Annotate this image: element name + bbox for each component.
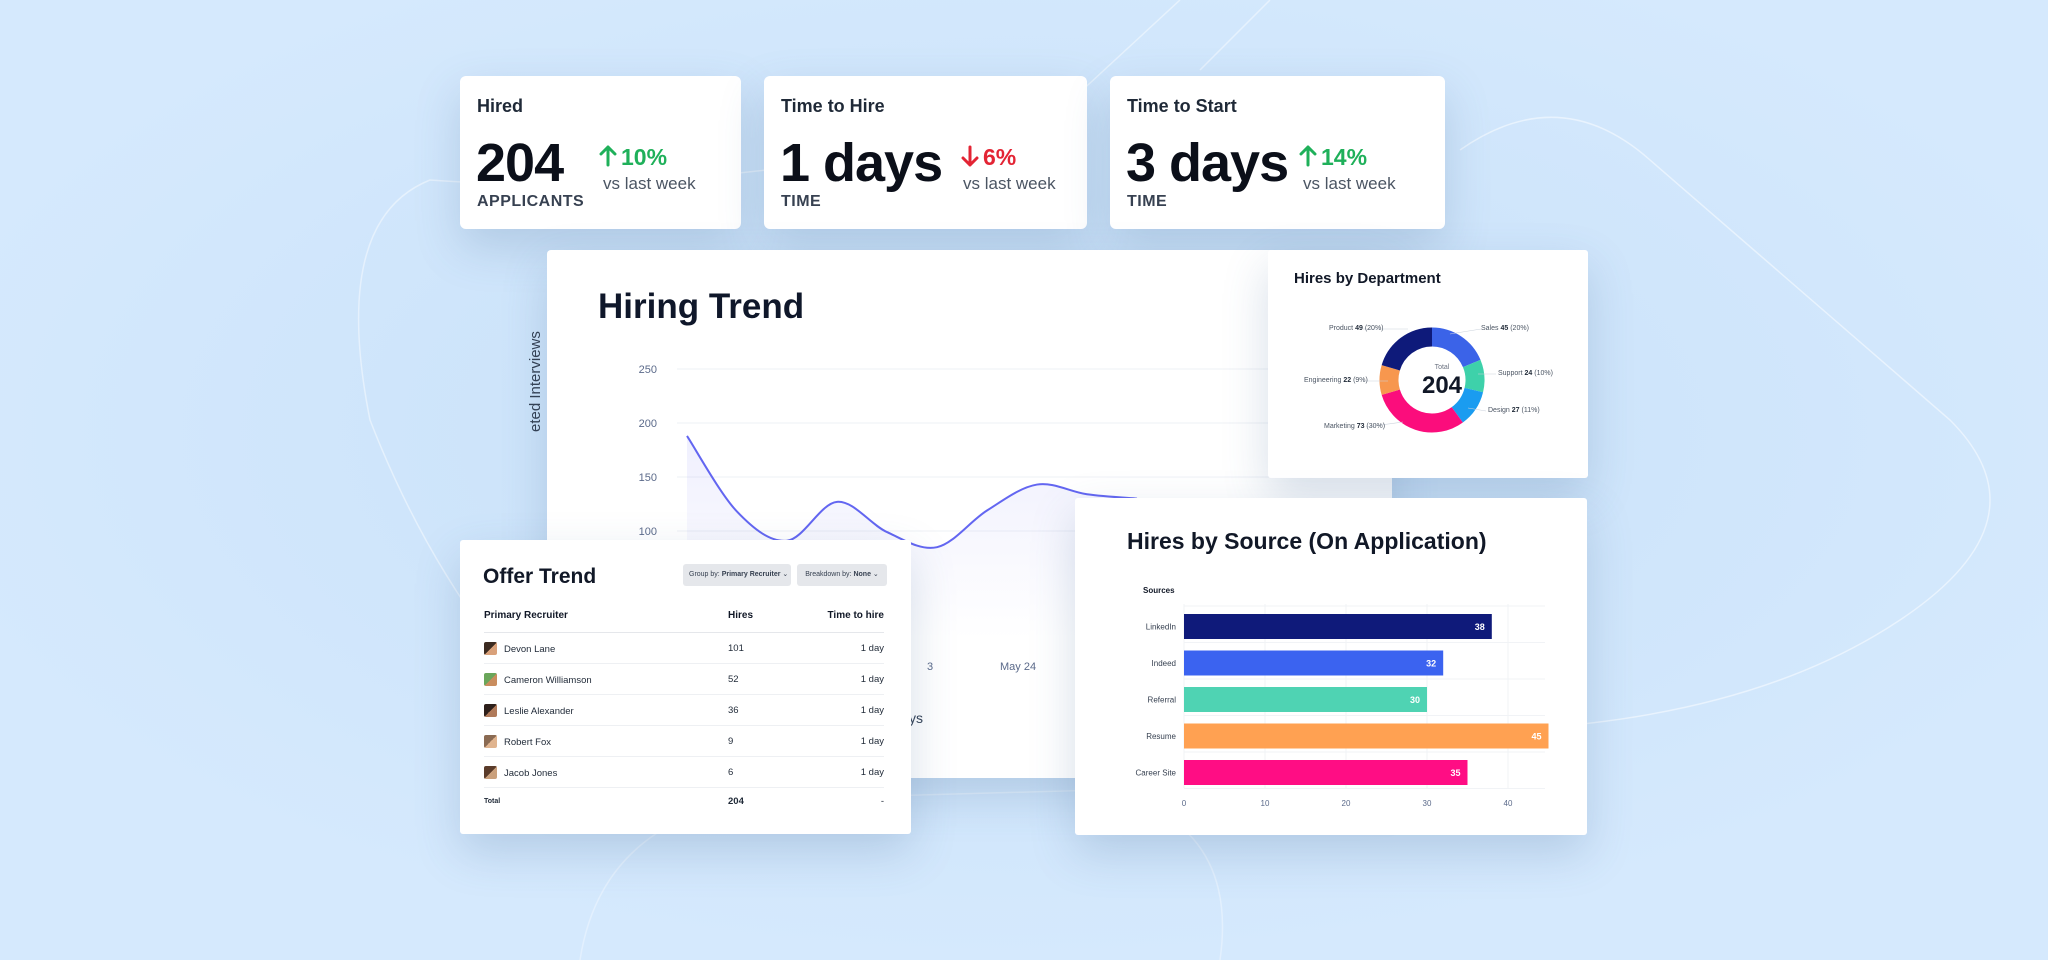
kpi-delta: 6% [961,144,1016,171]
bar-value-label: 30 [1410,695,1420,705]
x-tick-label: 30 [1423,799,1432,808]
kpi-value: 1 days [780,133,943,193]
dept-label-marketing: Marketing 73 (30%) [1324,423,1386,430]
category-label: Referral [1148,696,1177,705]
category-label: Career Site [1136,769,1177,778]
hires-by-source-card: Hires by Source (On Application) Sources… [1075,498,1587,835]
y-tick-label: 250 [639,364,657,376]
y-tick-label: 150 [639,472,657,484]
dept-label-product: Product 49 (20%) [1329,325,1384,332]
x-tick-label: 0 [1182,799,1187,808]
hires-by-source-chart: Sources 0 10 20 30 40 LinkedIn 38 Indeed 32 Referr… [1136,586,1549,808]
column-header: Primary Recruiter [484,610,728,633]
kpi-compare: vs last week [963,174,1056,193]
bar-career-site [1184,760,1468,785]
table-total-row: Total 204 - [484,795,884,807]
kpi-compare: vs last week [1303,174,1396,193]
arrow-down-icon [961,145,979,167]
offer-trend-table: Primary Recruiter Hires Time to hire Dev… [484,610,884,814]
avatar [484,765,497,779]
table-row[interactable]: Jacob Jones 6 1 day [484,756,884,788]
bar-indeed [1184,650,1444,676]
kpi-card-time-to-start[interactable]: Time to Start 3 days TIME 14% vs last we… [1110,76,1445,229]
bar-value-label: 35 [1450,768,1460,778]
column-header: Time to hire [824,610,884,633]
avatar [484,734,497,748]
x-tick-label: May 24 [1000,661,1036,673]
y-tick-label: 200 [639,418,657,430]
bar-resume [1184,723,1549,749]
offer-trend-title: Offer Trend [483,565,597,588]
x-tick-label: 40 [1504,799,1513,808]
category-label: Resume [1146,732,1176,741]
donut-slice-engineering [1379,365,1401,395]
bar-referral [1184,687,1427,712]
y-tick-label: 100 [639,526,657,538]
leader-line [1467,407,1487,412]
kpi-unit: TIME [781,193,822,210]
bar-linkedin [1184,614,1492,639]
donut-slice-sales [1431,327,1481,368]
group-by-dropdown[interactable]: Group by: Primary Recruiter ⌄ [683,564,791,586]
hires-by-department-card: Hires by Department Total 204 Product 49… [1268,250,1588,478]
avatar [484,641,497,655]
kpi-card-time-to-hire[interactable]: Time to Hire 1 days TIME 6% vs last week [764,76,1087,229]
offer-trend-card: Offer Trend Group by: Primary Recruiter … [460,540,911,834]
donut-slice-design [1451,387,1484,423]
kpi-unit: APPLICANTS [477,193,585,210]
x-tick-label: 10 [1261,799,1270,808]
donut-total-label: Total [1434,364,1450,371]
chevron-down-icon: ⌄ [872,571,879,578]
leader-line [1449,328,1482,335]
dept-title: Hires by Department [1294,270,1441,287]
kpi-delta: 10% [599,144,667,171]
column-header: Hires [728,610,824,633]
category-label: Indeed [1152,659,1176,668]
kpi-delta-value: 10% [621,144,668,170]
kpi-title: Time to Start [1127,96,1237,116]
dept-label-design: Design 27 (11%) [1488,407,1540,414]
table-row[interactable]: Leslie Alexander 36 1 day [484,694,884,726]
table-row[interactable]: Cameron Williamson 52 1 day [484,663,884,695]
dept-label-support: Support 24 (10%) [1498,370,1553,377]
x-tick-label: 3 [927,661,933,673]
avatar [484,703,497,717]
kpi-compare: vs last week [603,174,696,193]
series-line [686,435,1138,549]
avatar [484,672,497,686]
kpi-delta: 14% [1299,144,1367,171]
dept-label-engineering: Engineering 22 (9%) [1304,377,1368,384]
hiring-trend-title: Hiring Trend [598,287,805,326]
kpi-unit: TIME [1127,193,1168,210]
source-title: Hires by Source (On Application) [1127,528,1487,554]
hiring-trend-ylabel: eted Interviews [527,331,544,432]
arrow-up-icon [599,145,617,167]
kpi-delta-value: 14% [1321,144,1368,170]
x-tick-label: 20 [1342,799,1351,808]
kpi-value: 3 days [1126,133,1289,193]
dept-label-sales: Sales 45 (20%) [1481,325,1529,332]
donut-slice-product [1381,327,1433,371]
donut-total-value: 204 [1421,372,1463,399]
kpi-title: Time to Hire [781,96,885,116]
kpi-title: Hired [477,96,524,116]
category-label: LinkedIn [1146,623,1176,632]
chevron-down-icon: ⌄ [782,571,789,578]
bar-value-label: 32 [1426,659,1436,669]
kpi-delta-value: 6% [983,144,1017,170]
table-row[interactable]: Robert Fox 9 1 day [484,725,884,757]
kpi-value: 204 [476,133,564,193]
arrow-up-icon [1299,145,1317,167]
donut-chart [1363,327,1496,433]
bar-value-label: 38 [1475,622,1485,632]
hiring-trend-xlabel: ys [909,710,923,726]
bar-value-label: 45 [1531,732,1541,742]
table-row[interactable]: Devon Lane 101 1 day [484,632,884,664]
leader-line [1365,421,1404,428]
kpi-card-hired[interactable]: Hired 204 APPLICANTS 10% vs last week [460,76,741,229]
donut-slice-marketing [1381,389,1463,433]
breakdown-by-dropdown[interactable]: Breakdown by: None ⌄ [797,564,887,586]
source-axis-title: Sources [1143,586,1175,595]
donut-slice-support [1462,359,1485,393]
